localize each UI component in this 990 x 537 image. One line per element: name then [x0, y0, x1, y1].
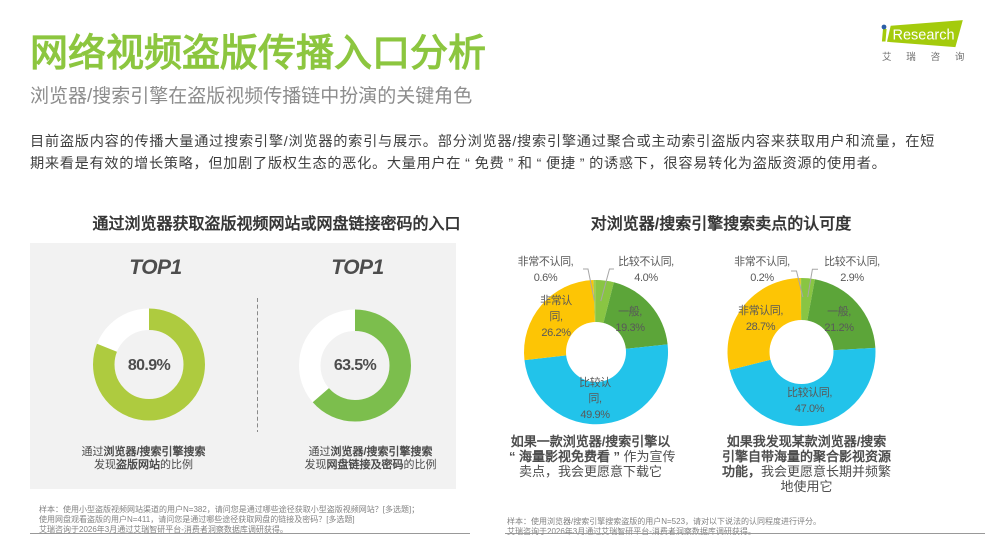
svg-text:Research: Research — [893, 27, 955, 43]
